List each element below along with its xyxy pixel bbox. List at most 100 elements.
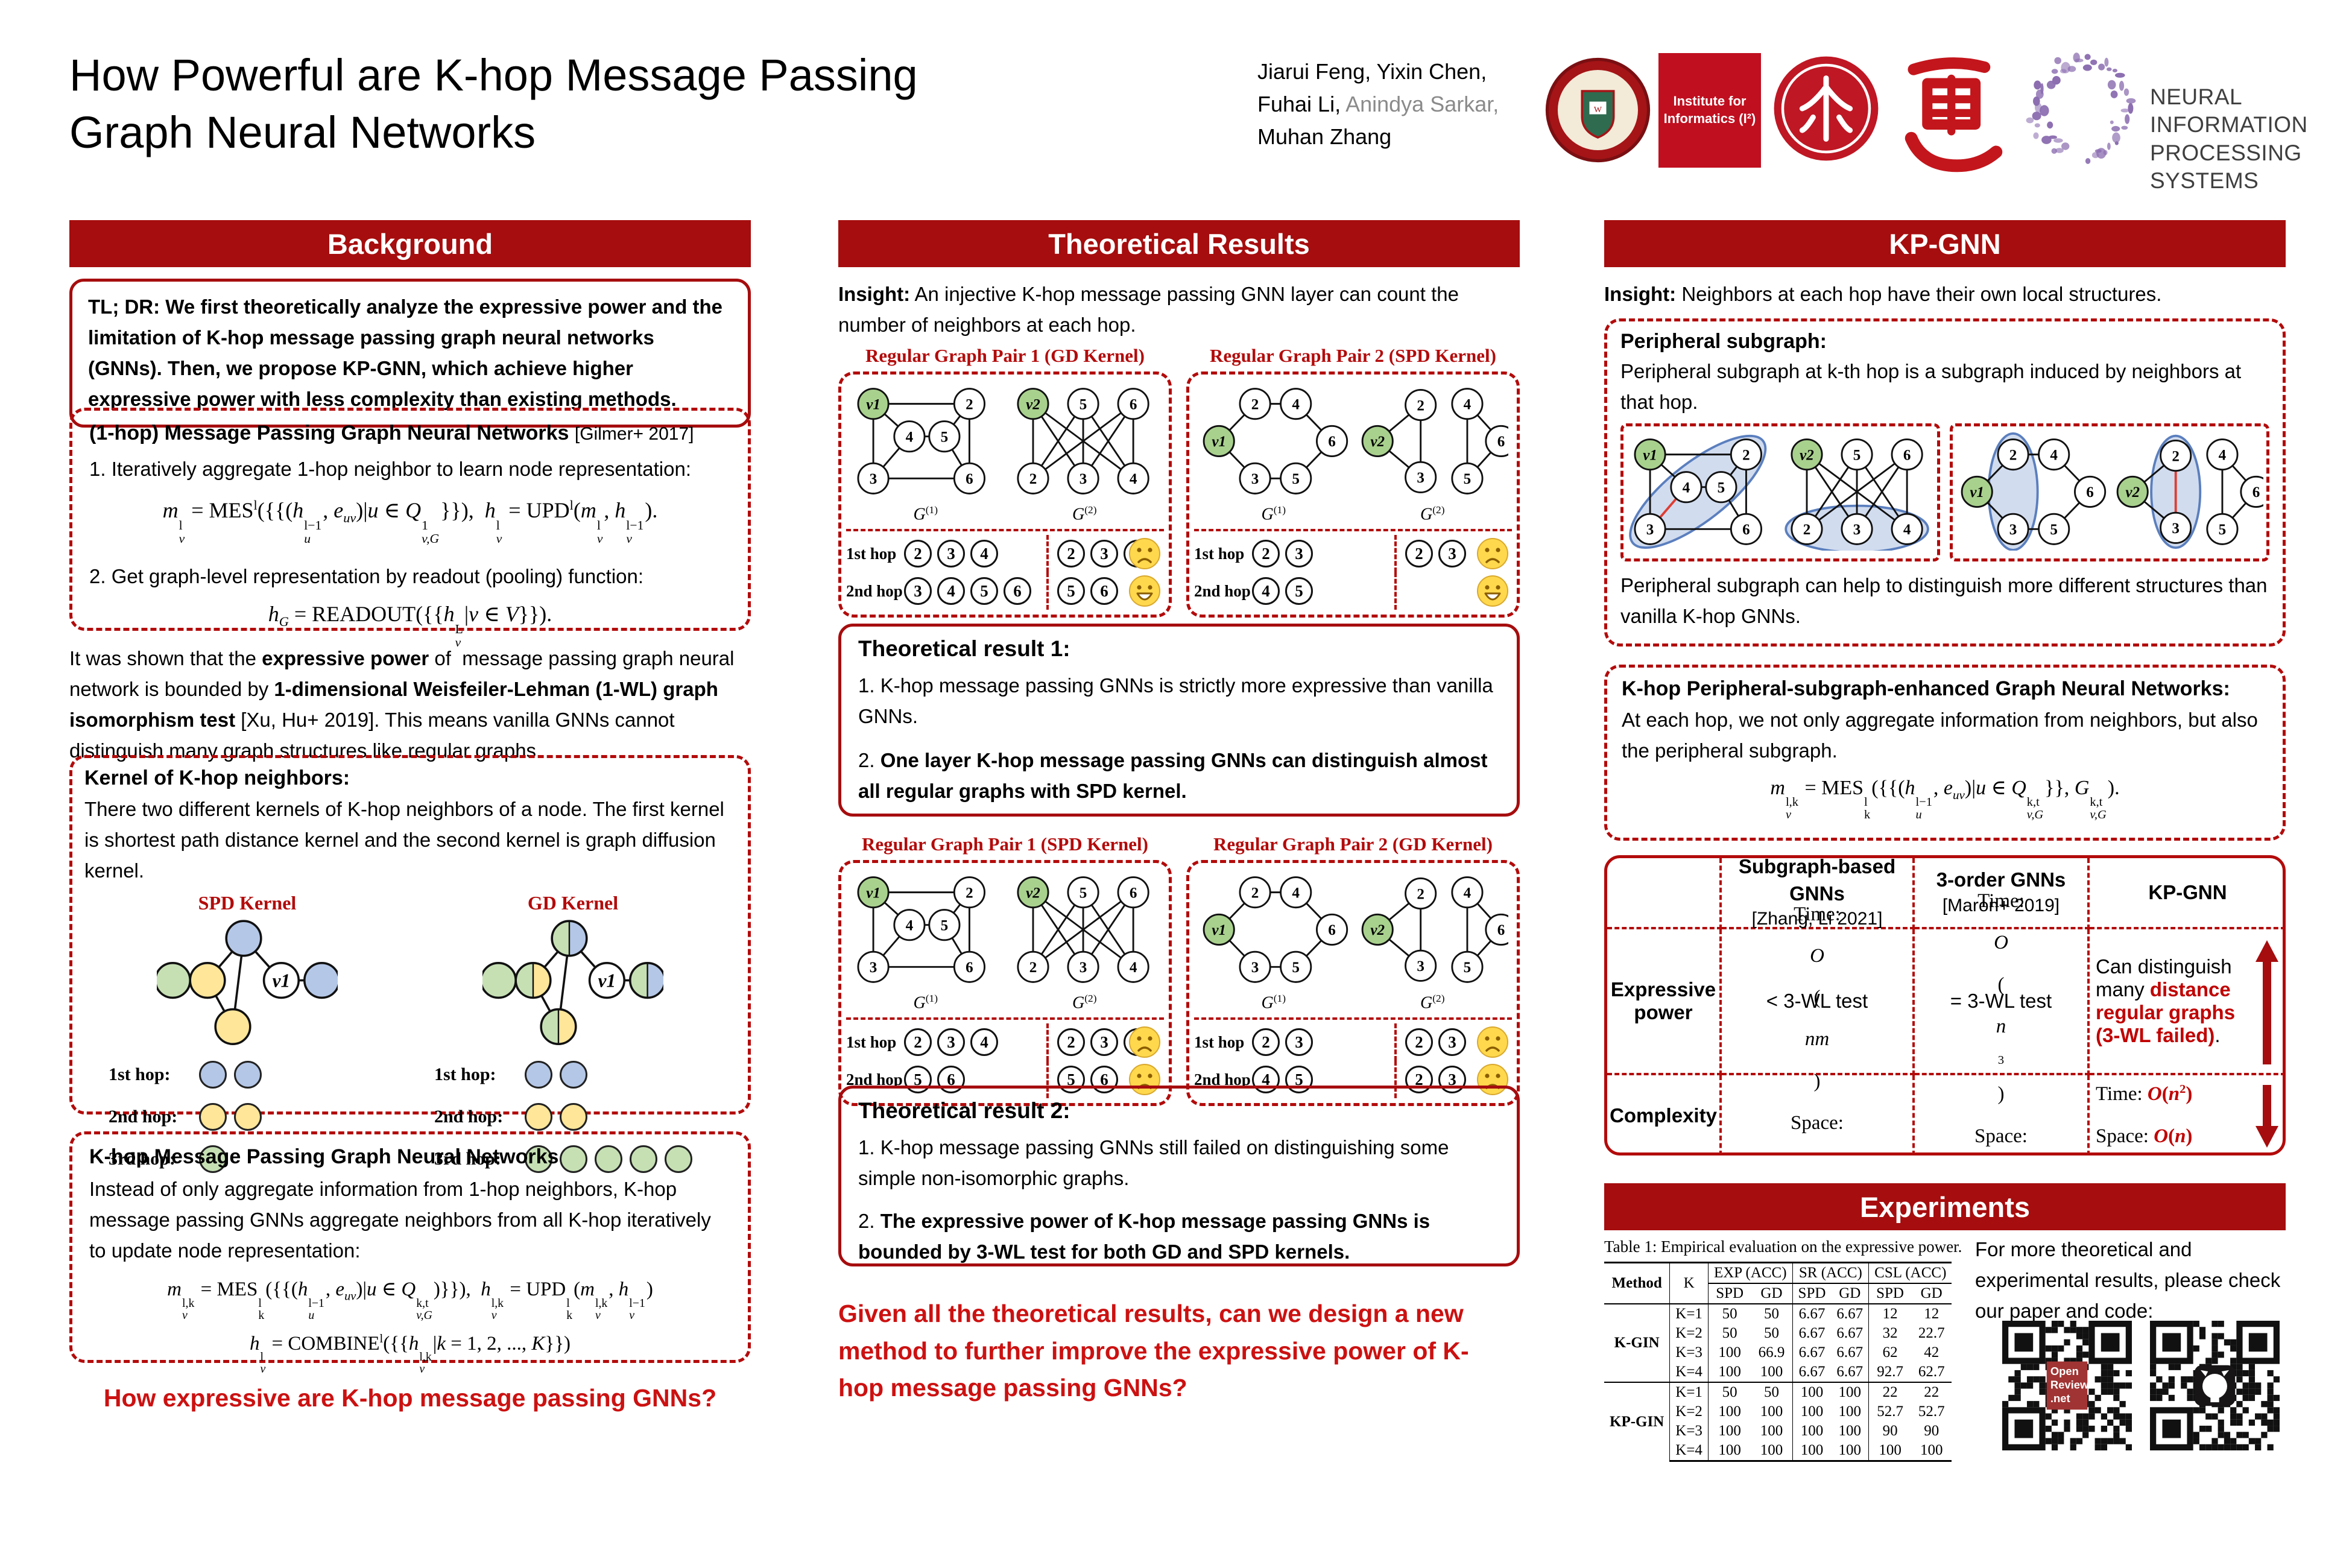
gd-kernel-graph: v1 [479, 917, 666, 1054]
pair-title: Regular Graph Pair 2 (SPD Kernel) [1209, 345, 1496, 366]
sad-face-icon [1128, 537, 1162, 571]
svg-text:v2: v2 [1026, 885, 1040, 901]
theoretical-result-1-box: Theoretical result 1: 1. K-hop message p… [838, 624, 1520, 817]
neurips-wordmark: NEURAL INFORMATION PROCESSING SYSTEMS [2150, 83, 2352, 195]
kernel-hop-dot [595, 1145, 622, 1174]
khop-body: Instead of only aggregate information fr… [89, 1178, 711, 1262]
pair-panel-2-gd: Regular Graph Pair 2 (GD Kernel) v1 2 4 6 5 3… [1186, 833, 1520, 1107]
pair-panel-1-spd: Regular Graph Pair 1 (SPD Kernel) v1 2 4 5 3… [838, 833, 1172, 1107]
hop-node: 2 [1057, 1028, 1085, 1057]
svg-text:6: 6 [966, 471, 973, 487]
graph-g1-label: G(1) [913, 504, 938, 524]
hop-node: 2 [1057, 540, 1085, 568]
result1-item2: 2. One layer K-hop message passing GNNs … [858, 749, 1488, 803]
gd-hop-list: 1st hop: 2nd hop: 3rd hop: [410, 1054, 736, 1180]
cmp-complexity-3order: Time: O(n3)Space: O(n3) [1915, 890, 2090, 1152]
comparison-table: Subgraph-based GNNs [Zhang, Li 2021] 3-or… [1604, 855, 2286, 1155]
kernel-hop-dot [199, 1145, 227, 1174]
onehop-item1: 1. Iteratively aggregate 1-hop neighbor … [89, 458, 692, 480]
experiments-table: Method K EXP (ACC) SR (ACC) CSL (ACC) SPD GD SP… [1604, 1262, 1952, 1462]
page-title: How Powerful are K-hop Message Passing G… [69, 47, 918, 161]
neurips-line1: NEURAL INFORMATION [2150, 84, 2308, 138]
result2-item1: 1. K-hop message passing GNNs still fail… [858, 1136, 1449, 1190]
cmp-col2-header: 3-order GNNs [Maron+ 2019] [1915, 858, 2090, 929]
peripheral-graph-g2: v2 5 6 2 3 4 [1782, 431, 1934, 554]
kernel-hop-row: 2nd hop: [109, 1096, 410, 1138]
cmp-expressive-3order: = 3-WL test [1915, 929, 2090, 1075]
kernel-hop-dot [525, 1103, 552, 1131]
svg-text:2: 2 [1029, 471, 1037, 487]
graph-g2-label: G(2) [1420, 504, 1445, 524]
svg-text:6: 6 [2086, 484, 2094, 501]
experiments-caption: Table 1: Empirical evaluation on the exp… [1604, 1238, 1962, 1256]
kernel-hop-dot [199, 1103, 227, 1131]
sad-face-icon [1476, 537, 1510, 571]
spd-hop-list: 1st hop: 2nd hop: 3rd hop: [84, 1054, 410, 1180]
authors-line1: Jiarui Feng, Yixin Chen, [1257, 59, 1487, 84]
svg-text:v2: v2 [1371, 434, 1385, 450]
peripheral-graph-g4: v2 2 3 4 5 6 [2111, 431, 2272, 554]
gd-kernel-figure: GD Kernel v1 1st hop: 2nd hop: 3rd hop: [410, 892, 736, 1180]
hop-node: 4 [1252, 1066, 1280, 1094]
kp-box-title: K-hop Peripheral-subgraph-enhanced Graph… [1622, 677, 2230, 700]
svg-text:4: 4 [1130, 959, 1137, 976]
washu-logo: W [1545, 57, 1651, 166]
svg-text:3: 3 [1251, 959, 1259, 976]
hop-row: 2nd hop 4 5 2 3 [1194, 1061, 1512, 1099]
hop-label: 2nd hop [1194, 581, 1251, 600]
peripheral-box: Peripheral subgraph: Peripheral subgraph… [1604, 318, 2286, 646]
hop-row: 2nd hop 4 5 [1194, 572, 1512, 610]
github-qr-code [2150, 1321, 2280, 1450]
hop-node: 2 [904, 540, 932, 568]
peripheral-note: Peripheral subgraph can help to distingu… [1620, 574, 2268, 628]
result2-title: Theoretical result 2: [858, 1098, 1070, 1123]
hop-node: 4 [970, 540, 998, 568]
cmp-expressive-label: Expressive power [1607, 929, 1722, 1075]
svg-text:v1: v1 [1643, 447, 1657, 464]
svg-text:W: W [1594, 106, 1602, 115]
svg-text:v2: v2 [1026, 396, 1040, 413]
title-line1: How Powerful are K-hop Message Passing [69, 50, 918, 100]
svg-text:2: 2 [966, 885, 973, 901]
cmp-complexity-kpgnn-text: Time: O(n2) Space: O(n) [2096, 1083, 2193, 1147]
kernel-hop-dot [199, 1061, 227, 1089]
hop-table: 1st hop 2 3 2 3 2nd hop 4 5 [1194, 529, 1512, 610]
onehop-item2: 2. Get graph-level representation by rea… [89, 564, 644, 587]
hop-node: 3 [937, 540, 965, 568]
spd-kernel-graph: v1 [154, 917, 341, 1054]
svg-text:5: 5 [940, 429, 948, 445]
cmp-col1-header: Subgraph-based GNNs [Zhang, Li 2021] [1722, 858, 1915, 929]
pair-panel-1-gd: Regular Graph Pair 1 (GD Kernel) v1 2 4 5 3 6… [838, 345, 1172, 618]
svg-text:6: 6 [1497, 922, 1505, 938]
svg-text:6: 6 [966, 959, 973, 976]
happy-face-icon [1128, 574, 1162, 608]
hop-label: 2nd hop [846, 581, 903, 600]
theory-header: Theoretical Results [838, 220, 1520, 267]
kernel-box: Kernel of K-hop neighbors: There two dif… [69, 755, 751, 1174]
more-results-text: For more theoretical and experimental re… [1975, 1238, 2281, 1323]
svg-text:3: 3 [1251, 471, 1259, 487]
svg-text:5: 5 [2050, 522, 2058, 538]
graph-g1-label: G(1) [913, 993, 938, 1013]
svg-text:4: 4 [2050, 447, 2058, 464]
result1-item1: 1. K-hop message passing GNNs is strictl… [858, 674, 1493, 728]
hop-node: 6 [1090, 577, 1118, 605]
kernel-hop-row: 1st hop: [109, 1054, 410, 1096]
graph-g2: v2 2 3 4 5 6 [1356, 869, 1517, 991]
kernel-hop-label: 2nd hop: [109, 1107, 178, 1127]
gd-kernel-title: GD Kernel [527, 892, 619, 914]
kernel-hop-label: 3rd hop: [434, 1149, 501, 1169]
peripheral-pair-1: v1 2 4 5 3 6 v2 5 6 2 3 4 [1620, 423, 1940, 562]
svg-text:5: 5 [1292, 959, 1300, 976]
graph-g1: v1 2 4 6 5 3 [1198, 381, 1350, 503]
svg-text:4: 4 [1464, 885, 1472, 901]
svg-text:2: 2 [1251, 396, 1259, 413]
hop-node: 5 [904, 1066, 932, 1094]
hop-node: 6 [937, 1066, 965, 1094]
wl-paragraph: It was shown that the expressive power o… [69, 647, 735, 762]
background-column: Background TL; DR: We first theoreticall… [69, 0, 751, 1568]
svg-text:3: 3 [1080, 959, 1087, 976]
